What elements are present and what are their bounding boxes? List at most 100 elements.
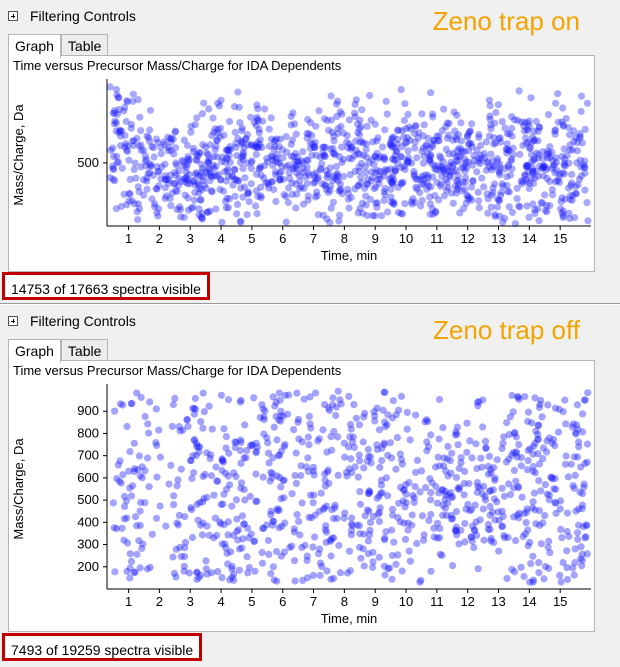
scatter-point [366, 526, 374, 534]
expand-plus-icon[interactable] [8, 316, 18, 326]
scatter-point [248, 157, 256, 165]
scatter-point [527, 560, 535, 568]
scatter-point [223, 146, 232, 154]
scatter-point [231, 192, 239, 200]
scatter-point [390, 176, 398, 184]
scatter-point [251, 143, 259, 151]
scatter-point [167, 146, 175, 155]
scatter-point [167, 202, 175, 210]
scatter-point [245, 198, 253, 206]
scatter-point [233, 200, 242, 208]
scatter-point [329, 144, 337, 153]
scatter-point [375, 492, 383, 500]
scatter-point [285, 184, 293, 192]
scatter-point [510, 116, 519, 124]
scatter-point [193, 114, 201, 122]
scatter-point [167, 461, 175, 469]
scatter-point [273, 135, 281, 143]
scatter-point [297, 472, 305, 480]
scatter-point [344, 195, 352, 203]
scatter-point [338, 158, 346, 167]
scatter-point [233, 515, 241, 523]
scatter-point [211, 146, 219, 154]
scatter-point [578, 139, 586, 147]
scatter-point [191, 170, 199, 178]
scatter-point [523, 125, 531, 133]
scatter-point [433, 519, 442, 527]
scatter-point [569, 564, 577, 572]
scatter-point [269, 161, 277, 169]
scatter-point [182, 174, 191, 182]
scatter-point [289, 152, 298, 161]
scatter-point [473, 146, 481, 154]
scatter-point [267, 135, 276, 143]
scatter-point [307, 119, 315, 127]
scatter-point [496, 164, 504, 172]
scatter-point [384, 208, 392, 216]
scatter-point [322, 502, 331, 510]
scatter-point [287, 112, 295, 120]
scatter-point [334, 125, 342, 133]
scatter-point [273, 472, 281, 480]
scatter-point [332, 411, 340, 420]
scatter-point [389, 199, 397, 207]
tab-graph[interactable]: Graph [8, 34, 61, 58]
scatter-point [536, 521, 544, 529]
scatter-point [254, 192, 262, 200]
scatter-point [493, 456, 501, 464]
tab-table[interactable]: Table [60, 339, 109, 362]
scatter-point [304, 433, 312, 441]
scatter-point [166, 194, 174, 202]
scatter-point [274, 505, 282, 513]
scatter-point [567, 181, 575, 190]
scatter-point [406, 557, 414, 565]
scatter-point [123, 567, 131, 576]
scatter-point [211, 172, 219, 180]
scatter-point [406, 136, 414, 144]
scatter-point [181, 174, 189, 183]
x-axis-label: Time, min [321, 611, 378, 626]
filtering-controls-row[interactable]: Filtering Controls [8, 8, 136, 24]
scatter-point [458, 164, 466, 172]
scatter-point [511, 220, 519, 228]
scatter-point [184, 422, 192, 430]
scatter-point [210, 164, 218, 172]
scatter-point [254, 105, 262, 113]
scatter-point [221, 168, 229, 176]
scatter-point [271, 136, 279, 144]
scatter-point [191, 188, 199, 197]
scatter-point [489, 162, 498, 170]
scatter-point [413, 185, 421, 193]
scatter-point [529, 169, 537, 177]
scatter-point [382, 97, 390, 105]
scatter-point [388, 155, 397, 163]
scatter-point [427, 567, 435, 575]
scatter-point [559, 559, 567, 567]
scatter-point [153, 163, 161, 171]
tab-graph[interactable]: Graph [8, 339, 61, 363]
scatter-point [545, 496, 553, 504]
scatter-point [292, 479, 300, 487]
scatter-point [551, 169, 559, 177]
scatter-point [495, 167, 503, 175]
scatter-point [475, 133, 483, 141]
scatter-point [382, 528, 390, 536]
scatter-point [539, 444, 548, 452]
scatter-point [391, 152, 399, 160]
scatter-point [252, 497, 260, 505]
scatter-point [570, 137, 578, 145]
expand-plus-icon[interactable] [8, 11, 18, 21]
scatter-point [460, 163, 468, 171]
scatter-point [505, 188, 513, 196]
scatter-point [546, 143, 554, 151]
scatter-point [574, 181, 582, 189]
scatter-point [329, 176, 337, 184]
scatter-point [253, 113, 261, 122]
tab-table[interactable]: Table [60, 34, 109, 57]
scatter-point [194, 179, 202, 187]
panel-zeno-on: Filtering Controls Zeno trap on Graph Ta… [0, 0, 620, 304]
scatter-point [237, 396, 245, 404]
filtering-controls-row[interactable]: Filtering Controls [8, 313, 136, 329]
scatter-point [276, 175, 284, 183]
scatter-point [226, 576, 234, 584]
